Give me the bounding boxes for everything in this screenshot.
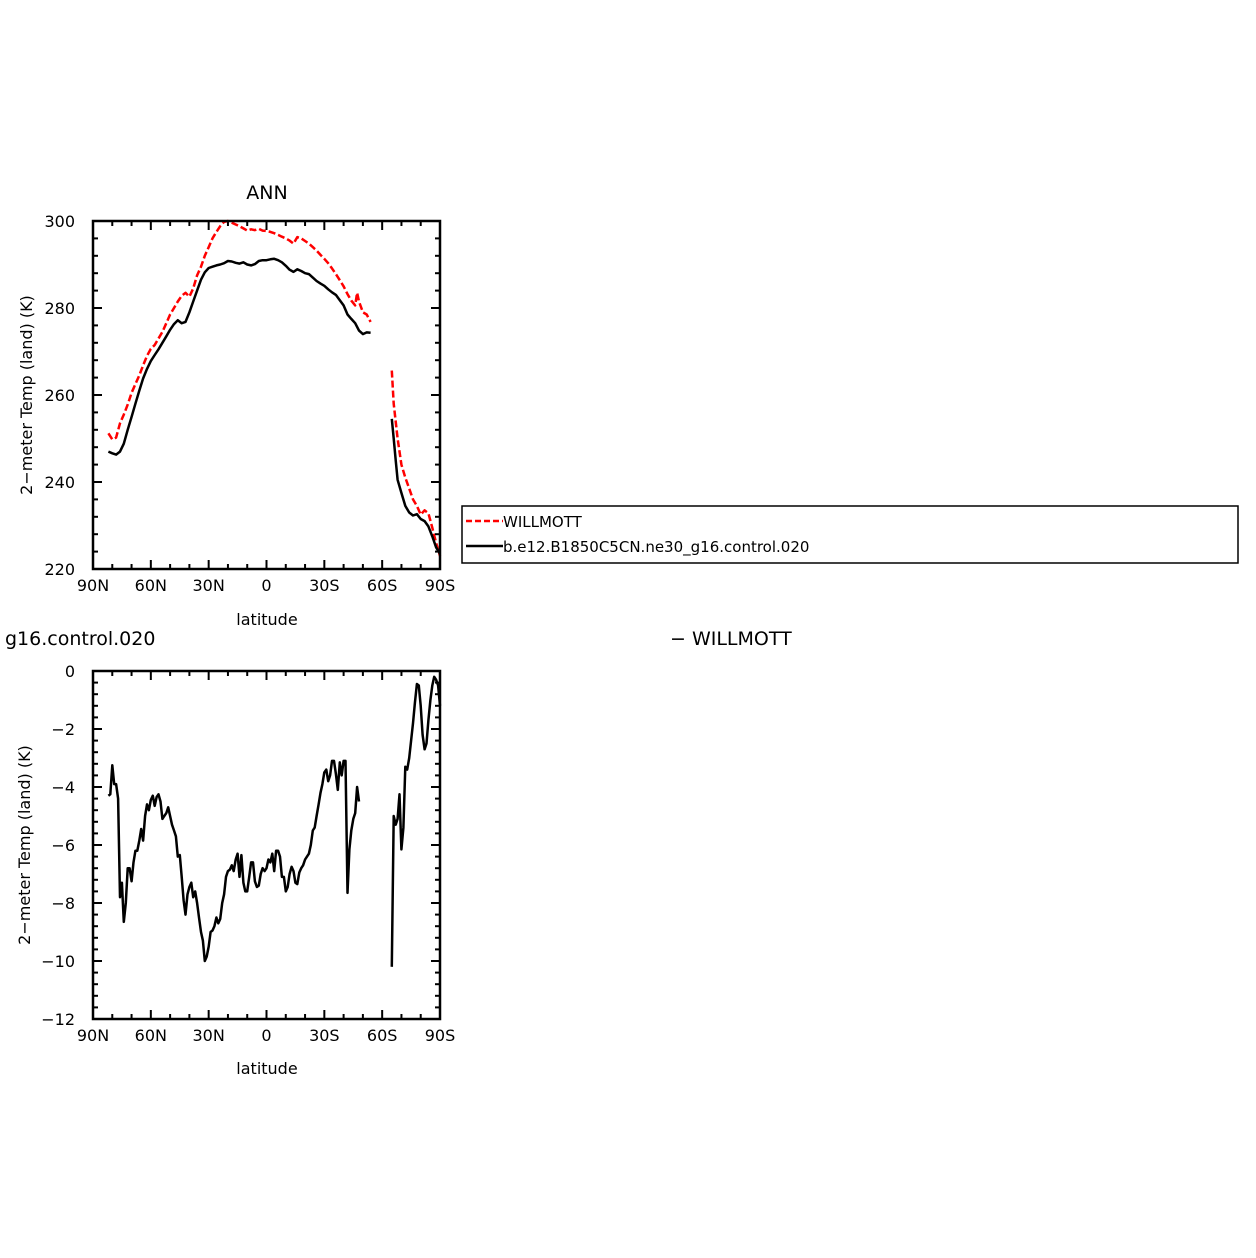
- y-axis-label: 2−meter Temp (land) (K): [17, 295, 36, 495]
- y-tick-label: −2: [51, 720, 75, 739]
- series-line: [390, 675, 442, 967]
- x-tick-label: 90S: [425, 1026, 456, 1045]
- x-tick-label: 30N: [193, 1026, 225, 1045]
- y-tick-label: 240: [44, 473, 75, 492]
- legend-label-willmott: WILLMOTT: [503, 513, 583, 531]
- y-tick-label: 220: [44, 560, 75, 579]
- y-tick-label: 260: [44, 386, 75, 405]
- x-tick-label: 90S: [425, 576, 456, 595]
- temperature-panel: ANN 90N 60N 30N 0 30S 60S 90S 220 240 260 280 300 l…: [17, 182, 455, 629]
- legend-label-model: b.e12.B1850C5CN.ne30_g16.control.020: [503, 538, 809, 557]
- series-layer: [107, 675, 442, 967]
- x-tick-label: 60N: [135, 1026, 167, 1045]
- x-tick-label: 30N: [193, 576, 225, 595]
- tick-layer: 90N 60N 30N 0 30S 60S 90S 220 240 260 280 300: [44, 212, 455, 595]
- y-tick-label: 0: [65, 662, 75, 681]
- y-tick-label: −12: [41, 1010, 75, 1029]
- x-tick-label: 0: [261, 576, 271, 595]
- legend-box: [461, 505, 1239, 564]
- tick-layer: 90N 60N 30N 0 30S 60S 90S −12 −10 −8 −6 −4 −2 0: [41, 662, 455, 1045]
- panel-title: ANN: [246, 182, 287, 204]
- series-line: [107, 759, 361, 963]
- difference-panel: g16.control.020 − WILLMOTT 90N 60N 30N 0 30S…: [5, 628, 792, 1078]
- x-tick-label: 90N: [77, 576, 109, 595]
- x-tick-label: 30S: [309, 576, 340, 595]
- y-tick-label: −6: [51, 836, 75, 855]
- x-axis-label: latitude: [236, 610, 297, 629]
- y-tick-label: 300: [44, 212, 75, 231]
- x-axis-label: latitude: [236, 1059, 297, 1078]
- legend: WILLMOTT b.e12.B1850C5CN.ne30_g16.contro…: [461, 505, 1239, 564]
- series-line: [107, 257, 371, 456]
- panel-title-left: g16.control.020: [5, 628, 155, 650]
- y-tick-label: −10: [41, 952, 75, 971]
- x-tick-label: 90N: [77, 1026, 109, 1045]
- series-line: [390, 370, 442, 557]
- x-tick-label: 30S: [309, 1026, 340, 1045]
- y-axis-label: 2−meter Temp (land) (K): [15, 745, 34, 945]
- series-layer: [107, 219, 442, 557]
- plot-frame: [91, 219, 442, 571]
- series-line: [390, 418, 442, 555]
- panel-title-right: − WILLMOTT: [670, 628, 792, 650]
- plot-frame: [91, 669, 442, 1021]
- x-tick-label: 60S: [367, 1026, 398, 1045]
- y-tick-label: −8: [51, 894, 75, 913]
- series-line: [107, 219, 372, 441]
- x-tick-label: 0: [261, 1026, 271, 1045]
- x-tick-label: 60S: [367, 576, 398, 595]
- x-tick-label: 60N: [135, 576, 167, 595]
- y-tick-label: −4: [51, 778, 75, 797]
- y-tick-label: 280: [44, 299, 75, 318]
